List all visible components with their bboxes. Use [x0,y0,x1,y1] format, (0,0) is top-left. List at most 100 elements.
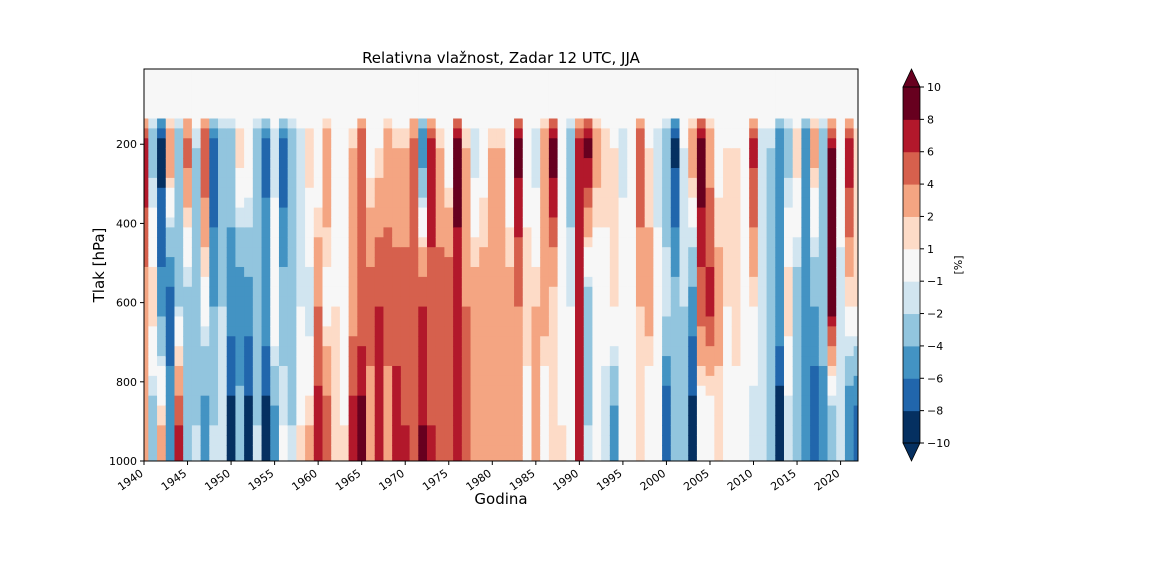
contour-cell [218,276,228,288]
contour-cell [148,375,158,387]
contour-cell [218,237,228,248]
x-tick-label: 1970 [377,467,407,494]
contour-cell [348,237,358,248]
contour-cell [853,237,858,248]
contour-cell [148,336,158,347]
contour-cell [444,69,454,80]
contour-cell [339,98,350,110]
colorbar-segment [903,184,920,217]
contour-cell [200,217,210,228]
contour-cell [496,385,506,397]
contour-cell [435,138,446,149]
contour-cell [723,356,733,367]
contour-cell [278,326,289,337]
contour-cell [444,326,454,337]
contour-cell [183,316,193,327]
contour-cell [244,227,254,238]
contour-cell [157,445,167,456]
contour-cell [601,237,611,248]
contour-cell [357,316,367,327]
contour-cell [331,425,341,436]
contour-cell [836,276,846,288]
contour-cell [348,435,358,446]
contour-cell [662,98,672,110]
contour-cell [714,455,724,461]
contour-cell [244,266,254,278]
contour-cell [740,415,750,426]
contour-cell [688,266,698,278]
colorbar-tick-label: 6 [927,146,934,159]
contour-cell [801,306,811,318]
contour-cell [783,346,794,357]
contour-cell [226,425,237,436]
contour-cell [331,356,341,367]
contour-cell [583,98,594,110]
contour-cell [522,385,533,397]
contour-cell [252,425,263,436]
contour-cell [235,415,245,426]
contour-cell [844,227,855,238]
contour-cell [827,148,837,159]
contour-cell [731,375,742,387]
contour-cell [496,138,506,149]
contour-cell [461,128,472,139]
contour-cell [818,346,829,357]
contour-cell [740,395,750,407]
contour-cell [366,445,376,456]
contour-cell [235,445,245,456]
contour-cell [575,237,585,248]
contour-cell [322,385,332,397]
contour-cell [366,336,376,347]
contour-cell [400,425,411,436]
contour-cell [670,306,681,318]
contour-cell [287,455,297,461]
contour-cell [775,177,785,189]
contour-cell [723,375,733,387]
contour-cell [688,118,698,129]
contour-cell [609,177,620,189]
contour-cell [688,276,698,288]
contour-cell [557,455,567,461]
contour-cell [174,257,184,268]
contour-cell [252,266,263,278]
contour-cell [566,88,576,100]
contour-cell [226,405,237,417]
contour-cell [165,167,176,179]
contour-cell [827,316,837,327]
contour-cell [557,296,567,308]
contour-cell [627,237,637,248]
contour-cell [218,405,228,417]
contour-cell [575,405,585,417]
contour-cell [392,88,402,100]
contour-cell [531,158,541,169]
contour-cell [461,88,472,100]
contour-cell [487,158,498,169]
contour-cell [400,405,411,417]
contour-cell [548,98,559,110]
x-tick-label: 1960 [289,467,319,494]
contour-cell [409,78,419,90]
contour-cell [705,336,715,347]
contour-cell [723,158,733,169]
contour-cell [366,346,376,357]
contour-cell [757,316,768,327]
contour-cell [270,385,280,397]
contour-cell [400,237,411,248]
contour-cell [540,237,550,248]
contour-cell [383,108,393,120]
contour-cell [540,326,550,337]
contour-cell [618,217,628,228]
contour-cell [435,118,446,129]
contour-cell [548,415,559,426]
contour-cell [252,197,263,209]
contour-cell [392,197,402,209]
contour-cell [557,395,567,407]
contour-cell [635,365,646,377]
contour-cell [705,286,715,298]
contour-cell [157,356,167,367]
x-tick-label: 1940 [115,467,145,494]
contour-cell [226,395,237,407]
contour-cell [635,385,646,397]
contour-cell [801,98,811,110]
